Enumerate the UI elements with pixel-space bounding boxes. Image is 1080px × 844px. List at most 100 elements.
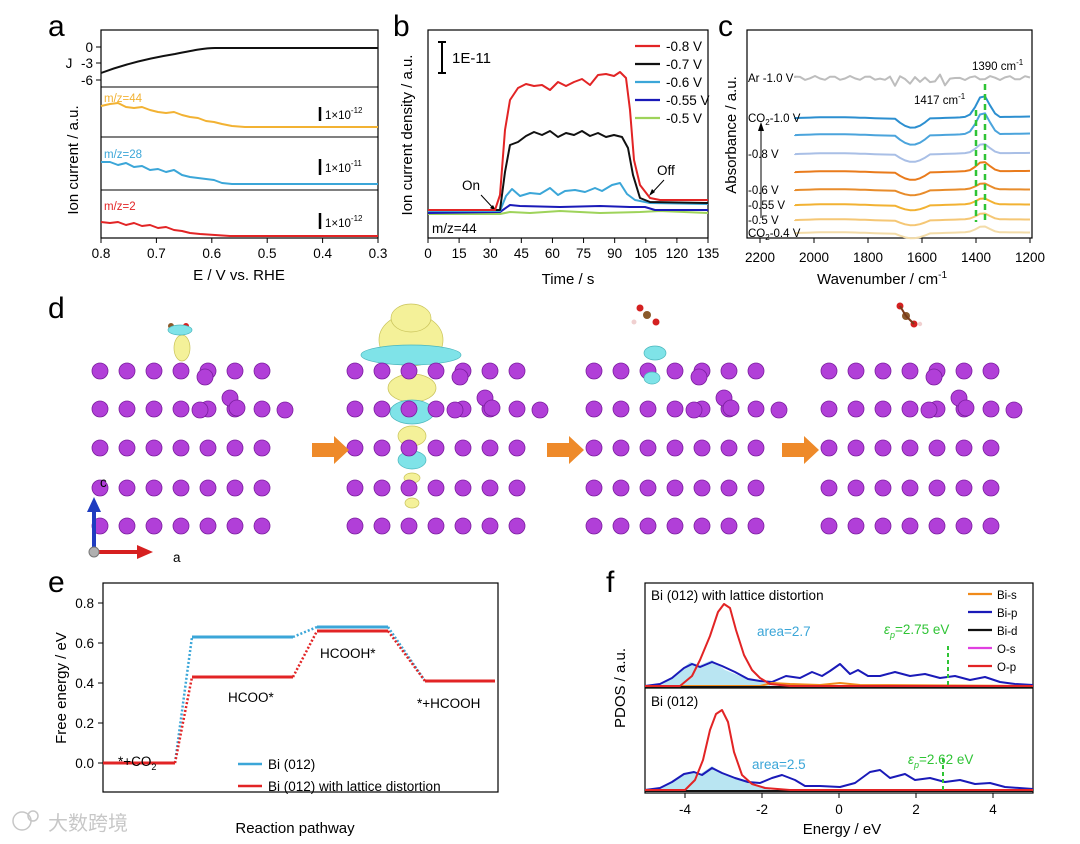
bi-atom bbox=[874, 479, 892, 497]
bi-atom bbox=[901, 479, 919, 497]
bi-atom bbox=[901, 362, 919, 380]
bi-atom bbox=[145, 517, 163, 535]
bi-atom bbox=[847, 439, 865, 457]
bi-atom bbox=[454, 439, 472, 457]
panel-f-legend-label: Bi-p bbox=[997, 608, 1017, 620]
panel-b: b 1E-11 m/z=44 On Off -0.8 V -0.7 V -0.6 V… bbox=[393, 10, 719, 288]
bi-atom-distorted bbox=[722, 399, 740, 417]
panel-f-legend-label: Bi-d bbox=[997, 626, 1017, 638]
bi-atom bbox=[612, 362, 630, 380]
panel-f-bottom-op bbox=[645, 709, 1033, 791]
bi-atom bbox=[199, 517, 217, 535]
panel-b-trace-07 bbox=[428, 130, 709, 211]
bi-atom bbox=[427, 439, 445, 457]
panel-e-letter: e bbox=[48, 566, 65, 599]
bi-atom bbox=[820, 439, 838, 457]
panel-b-xtick-label: 60 bbox=[545, 246, 560, 261]
bi-atom-distorted bbox=[957, 399, 975, 417]
bi-atom bbox=[172, 517, 190, 535]
bi-atom bbox=[955, 439, 973, 457]
bi-atom bbox=[693, 517, 711, 535]
bi-atom bbox=[346, 479, 364, 497]
bi-atom bbox=[400, 479, 418, 497]
panel-b-trace-05 bbox=[428, 210, 709, 215]
bi-atom bbox=[508, 517, 526, 535]
panel-a-letter: a bbox=[48, 10, 65, 43]
panel-b-legend-label: -0.8 V bbox=[666, 39, 702, 54]
panel-b-xtick-label: 75 bbox=[576, 246, 591, 261]
panel-f-legend-label: O-s bbox=[997, 644, 1016, 656]
bi-atom bbox=[585, 362, 603, 380]
panel-e-xlabel: Reaction pathway bbox=[235, 820, 355, 837]
bi-atom bbox=[720, 517, 738, 535]
bi-atom bbox=[847, 517, 865, 535]
panel-c-spectrum bbox=[794, 95, 1031, 129]
panel-e-ytick-label: 0.6 bbox=[75, 636, 94, 651]
panel-a-trace-44 bbox=[100, 102, 378, 128]
bi-atom bbox=[747, 362, 765, 380]
bi-atom bbox=[693, 439, 711, 457]
panel-c-peak2: 1417 cm-1 bbox=[914, 92, 966, 107]
bi-atom bbox=[481, 479, 499, 497]
panel-c-spectrum bbox=[794, 182, 1030, 197]
panel-a-xlabel: E / V vs. RHE bbox=[193, 267, 285, 284]
panel-c-ylabel: Absorbance / a.u. bbox=[723, 76, 740, 194]
bi-atom bbox=[373, 479, 391, 497]
bi-atom bbox=[454, 517, 472, 535]
bi-atom bbox=[118, 400, 136, 418]
panel-f-letter: f bbox=[606, 566, 615, 599]
bi-atom bbox=[982, 479, 1000, 497]
bi-atom-distorted bbox=[276, 401, 294, 419]
panel-a-xtick-label: 0.3 bbox=[369, 246, 388, 261]
panel-b-ylabel: Ion current density / a.u. bbox=[399, 55, 416, 216]
bi-atom bbox=[747, 439, 765, 457]
bi-atom bbox=[982, 400, 1000, 418]
bi-atom bbox=[253, 439, 271, 457]
panel-d: d bbox=[48, 292, 1023, 565]
panel-b-trace-08 bbox=[428, 71, 708, 211]
panel-f-bottom-area bbox=[659, 766, 770, 790]
arrow-step-2 bbox=[547, 436, 584, 464]
formate-molecule bbox=[631, 302, 923, 328]
panel-a-trace-2-label: m/z=2 bbox=[104, 201, 136, 213]
bi-atom bbox=[91, 400, 109, 418]
bi-atom bbox=[639, 439, 657, 457]
bi-atom bbox=[585, 439, 603, 457]
panel-a-trace-44-label: m/z=44 bbox=[104, 93, 143, 105]
bi-atom bbox=[145, 362, 163, 380]
bi-atom bbox=[928, 439, 946, 457]
bi-atom bbox=[747, 479, 765, 497]
panel-b-trace-06 bbox=[428, 182, 709, 212]
panel-a-jtick-1: -3 bbox=[81, 56, 93, 71]
bi-atom bbox=[226, 517, 244, 535]
bi-atom bbox=[585, 479, 603, 497]
panel-f-bottom-title: Bi (012) bbox=[651, 694, 698, 709]
panel-b-legend-label: -0.5 V bbox=[666, 111, 702, 126]
panel-e-frame bbox=[102, 582, 499, 793]
bi-atom bbox=[199, 439, 217, 457]
bi-atom bbox=[481, 439, 499, 457]
bi-atom bbox=[145, 439, 163, 457]
bi-atom bbox=[982, 517, 1000, 535]
bi-atom bbox=[481, 362, 499, 380]
bi-atom bbox=[928, 517, 946, 535]
panel-f-xtick-label: 2 bbox=[912, 802, 920, 817]
bi-atom bbox=[226, 479, 244, 497]
watermark: 大数跨境 bbox=[12, 810, 128, 835]
panel-b-xtick-label: 120 bbox=[666, 246, 689, 261]
panel-c-spectrum-label: CO2-1.0 V bbox=[748, 113, 801, 127]
reaction-arrows bbox=[312, 436, 819, 464]
bi-atom bbox=[982, 439, 1000, 457]
bi-atom bbox=[874, 400, 892, 418]
bi-atom bbox=[747, 400, 765, 418]
panel-e-legend-1: Bi (012) with lattice distortion bbox=[268, 779, 441, 794]
panel-b-xtick-label: 30 bbox=[483, 246, 498, 261]
bi-atom bbox=[346, 517, 364, 535]
bi-atom bbox=[427, 400, 445, 418]
bi-atom bbox=[874, 362, 892, 380]
bi-atom bbox=[253, 400, 271, 418]
panel-a-jtick-0: 0 bbox=[85, 40, 93, 55]
bi-atom bbox=[481, 517, 499, 535]
bi-atom bbox=[747, 517, 765, 535]
watermark-text: 大数跨境 bbox=[48, 812, 128, 835]
